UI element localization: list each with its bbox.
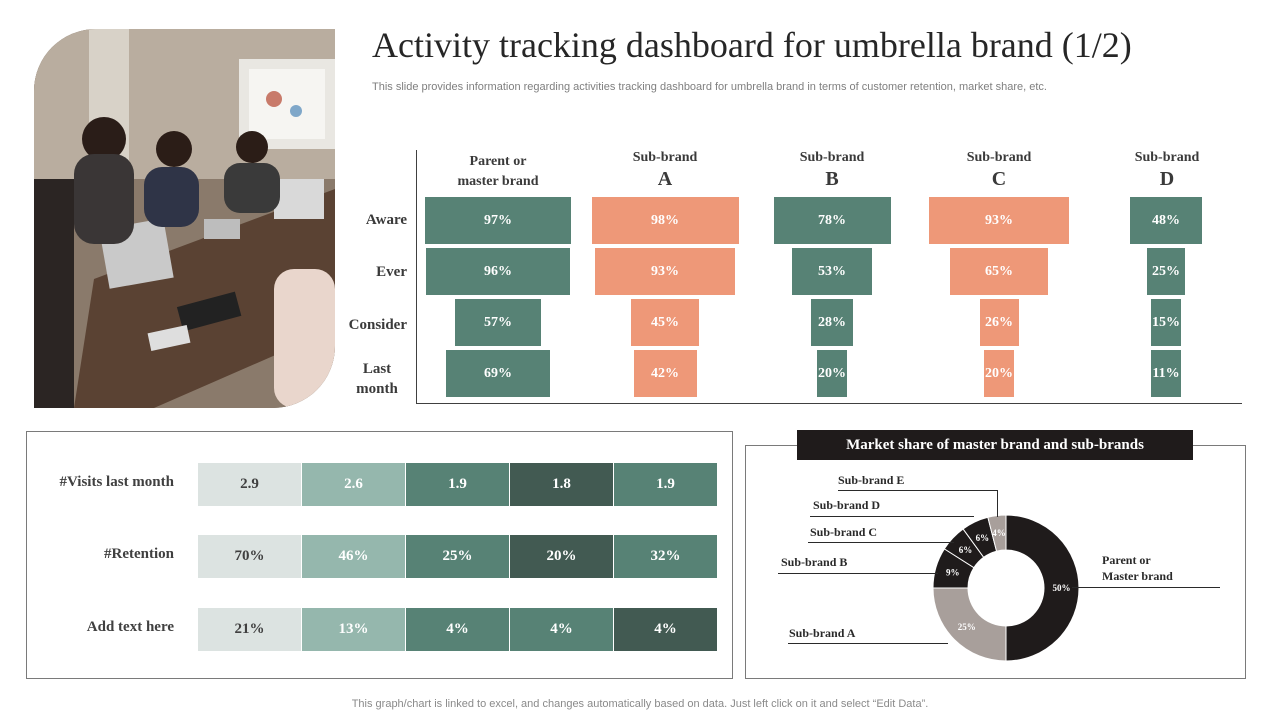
funnel-bar: 28% xyxy=(811,299,853,346)
row-label-consider: Consider xyxy=(348,317,407,333)
pie-label-parent-line2: Master brand xyxy=(1102,569,1173,583)
metric-segment: 4% xyxy=(406,608,509,651)
pie-label-sub-brand-e: Sub-brand E xyxy=(838,473,905,487)
column-header-line2: D xyxy=(1159,168,1175,190)
pie-label-sub-brand-c: Sub-brand C xyxy=(810,525,878,539)
column-header-sub-brand-a: Sub-brand A xyxy=(585,148,745,190)
funnel-bar: 20% xyxy=(817,350,847,397)
leader-line-a xyxy=(788,643,948,644)
funnel-bar: 15% xyxy=(1151,299,1181,346)
funnel-bar: 42% xyxy=(633,350,697,397)
metric-segment: 32% xyxy=(614,535,717,578)
leader-line-parent xyxy=(1072,587,1220,588)
metric-segment: 2.9 xyxy=(198,463,301,506)
funnel-bar: 69% xyxy=(446,350,550,397)
column-header-line1: Sub-brand xyxy=(799,150,865,165)
funnel-bar: 65% xyxy=(950,248,1048,295)
metric-segment: 2.6 xyxy=(302,463,405,506)
leader-line-d xyxy=(810,516,974,517)
meeting-photo xyxy=(34,29,335,408)
metric-segment: 4% xyxy=(614,608,717,651)
leader-line-c xyxy=(808,542,954,543)
funnel-bar: 25% xyxy=(1147,248,1185,295)
column-header-line2: master brand xyxy=(457,174,539,189)
metric-label-visits: #Visits last month xyxy=(59,474,174,490)
row-label-last-month: Last month xyxy=(356,361,398,397)
funnel-bar: 98% xyxy=(591,197,739,244)
metric-segment: 4% xyxy=(510,608,613,651)
row-label-ever: Ever xyxy=(376,264,407,280)
column-header-sub-brand-b: Sub-brand B xyxy=(752,148,912,190)
column-header-line1: Parent or xyxy=(469,154,527,169)
leader-vline-e xyxy=(997,490,998,517)
metric-label-add-text: Add text here xyxy=(86,619,174,635)
funnel-x-axis xyxy=(416,403,1242,404)
funnel-bar: 57% xyxy=(455,299,541,346)
metric-segment: 21% xyxy=(198,608,301,651)
footer-note: This graph/chart is linked to excel, and… xyxy=(351,698,929,710)
column-header-line1: Sub-brand xyxy=(1134,150,1200,165)
funnel-y-axis xyxy=(416,150,417,404)
funnel-bar: 20% xyxy=(984,350,1014,397)
metric-segment: 70% xyxy=(198,535,301,578)
row-label-aware: Aware xyxy=(365,212,407,228)
column-header-sub-brand-c: Sub-brand C xyxy=(919,148,1079,190)
column-header-parent: Parent or master brand xyxy=(418,152,578,192)
funnel-bar: 45% xyxy=(631,299,699,346)
funnel-bar: 11% xyxy=(1151,350,1181,397)
column-header-line1: Sub-brand xyxy=(966,150,1032,165)
pie-label-parent-line1: Parent or xyxy=(1102,553,1151,567)
metric-segment: 1.8 xyxy=(510,463,613,506)
leader-line-b xyxy=(778,573,938,574)
market-share-title: Market share of master brand and sub-bra… xyxy=(797,430,1193,460)
metric-segment: 20% xyxy=(510,535,613,578)
pie-label-sub-brand-d: Sub-brand D xyxy=(813,498,881,512)
column-header-line1: Sub-brand xyxy=(632,150,698,165)
column-header-line2: A xyxy=(657,168,673,190)
column-header-line2: B xyxy=(825,168,839,190)
metric-segment: 25% xyxy=(406,535,509,578)
pie-label-sub-brand-b: Sub-brand B xyxy=(781,555,848,569)
column-header-sub-brand-d: Sub-brand D xyxy=(1087,148,1247,190)
page-title: Activity tracking dashboard for umbrella… xyxy=(372,25,1132,65)
metric-segment: 13% xyxy=(302,608,405,651)
funnel-bar: 26% xyxy=(979,299,1019,346)
funnel-bar: 48% xyxy=(1130,197,1202,244)
column-header-line2: C xyxy=(991,168,1007,190)
metric-label-retention: #Retention xyxy=(104,546,174,562)
funnel-bar: 97% xyxy=(425,197,571,244)
metric-segment: 1.9 xyxy=(406,463,509,506)
metrics-panel xyxy=(26,431,733,679)
funnel-bar: 78% xyxy=(773,197,891,244)
metric-segment: 1.9 xyxy=(614,463,717,506)
funnel-bar: 93% xyxy=(595,248,735,295)
meeting-illustration xyxy=(34,29,335,408)
funnel-bar: 96% xyxy=(426,248,570,295)
pie-label-sub-brand-a: Sub-brand A xyxy=(789,626,856,640)
leader-line-e xyxy=(838,490,998,491)
funnel-bar: 93% xyxy=(929,197,1069,244)
page-subtitle: This slide provides information regardin… xyxy=(372,81,1047,93)
metric-segment: 46% xyxy=(302,535,405,578)
funnel-bar: 53% xyxy=(792,248,872,295)
